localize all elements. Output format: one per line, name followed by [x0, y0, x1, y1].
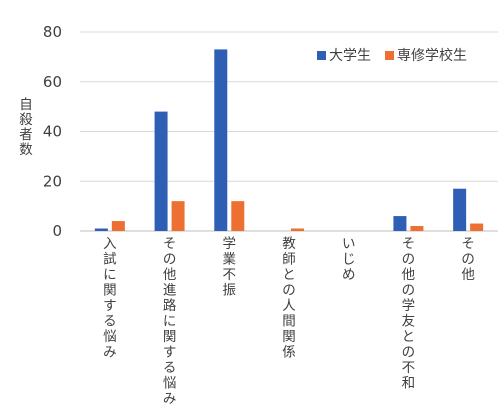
x-tick-label: 教師との人間関係 — [282, 236, 296, 361]
legend-label: 専修学校生 — [397, 47, 467, 64]
x-tick-label: その他の学友との不和 — [402, 236, 416, 392]
bars — [94, 49, 484, 231]
x-axis-labels: 入試に関する悩み その他進路に関する悩み 学業不振 教師との人間関係 いじめ その他の学友… — [103, 236, 475, 407]
bar-series2 — [111, 221, 125, 231]
gridlines — [80, 31, 498, 232]
y-tick-label: 80 — [43, 23, 62, 41]
bar-series2 — [231, 201, 245, 231]
legend: 大学生 専修学校生 — [317, 47, 467, 64]
x-tick-label: いじめ — [342, 236, 356, 283]
legend-label: 大学生 — [329, 48, 371, 64]
bar-series1 — [214, 49, 228, 231]
legend-swatch — [317, 51, 326, 60]
x-tick-label: 入試に関する悩み — [103, 236, 117, 361]
bar-series2 — [470, 223, 484, 231]
bar-series1 — [154, 111, 168, 231]
y-tick-label: 40 — [43, 123, 62, 141]
bar-series2 — [171, 201, 185, 231]
y-tick-label: 20 — [43, 172, 62, 190]
y-axis-label: 自殺者数 — [19, 97, 33, 158]
y-axis-title: 自殺者数 — [19, 97, 33, 158]
bar-series2 — [410, 226, 424, 231]
bar-series2 — [291, 228, 304, 231]
legend-swatch — [385, 51, 394, 60]
y-axis-ticks: 0 20 40 60 80 — [43, 23, 62, 240]
x-tick-label: 学業不振 — [223, 236, 237, 299]
y-tick-label: 0 — [52, 222, 62, 240]
bar-series1 — [393, 216, 407, 231]
x-tick-label: その他 — [461, 236, 475, 283]
bar-series1 — [453, 188, 467, 231]
bar-series1 — [94, 228, 108, 231]
x-tick-label: その他進路に関する悩み — [163, 236, 177, 406]
y-tick-label: 60 — [43, 73, 62, 91]
